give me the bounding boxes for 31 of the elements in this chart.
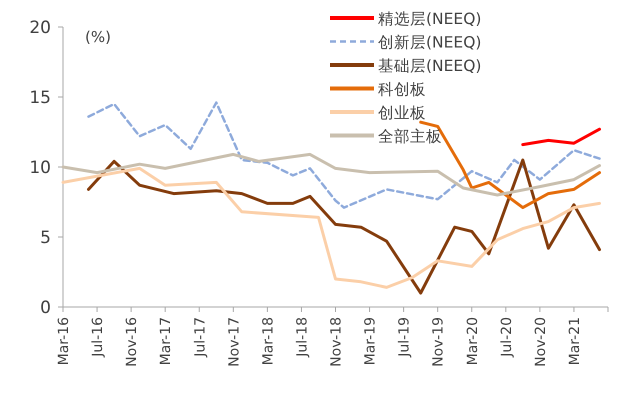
line-series <box>87 101 601 209</box>
x-tick-label: Mar-16 <box>56 316 72 366</box>
x-tick-label: Mar-19 <box>362 317 379 366</box>
legend-label: 创业板 <box>378 104 426 122</box>
y-tick-label: 20 <box>29 18 51 38</box>
x-tick-label: Nov-19 <box>430 317 447 367</box>
legend-label: 创新层(NEEQ) <box>378 34 482 52</box>
x-tick-label: Jul-16 <box>90 316 106 358</box>
legend-label: 科创板 <box>378 80 426 98</box>
x-tick-label: Mar-20 <box>464 317 481 366</box>
y-axis-title: (%) <box>85 28 111 46</box>
legend-label: 精选层(NEEQ) <box>378 10 482 28</box>
x-tick-label: Jul-19 <box>396 317 413 358</box>
y-tick-label: 10 <box>29 158 51 178</box>
legend-label: 基础层(NEEQ) <box>378 57 482 75</box>
x-tick-label: Nov-18 <box>328 317 344 367</box>
x-tick-label: Jul-17 <box>192 317 208 358</box>
x-tick-label: Jul-18 <box>294 317 310 358</box>
x-tick-label: Jul-20 <box>498 317 515 358</box>
x-tick-label: Mar-21 <box>566 317 583 366</box>
line-series <box>62 152 601 196</box>
x-tick-label: Nov-17 <box>226 317 242 367</box>
y-tick-label: 5 <box>40 228 51 248</box>
x-tick-label: Nov-20 <box>532 317 549 367</box>
x-tick-label: Nov-16 <box>124 316 140 367</box>
legend-label: 全部主板 <box>378 128 442 146</box>
line-series <box>521 128 601 146</box>
x-tick-label: Mar-17 <box>158 317 174 366</box>
y-tick-label: 0 <box>40 298 51 318</box>
y-tick-label: 15 <box>29 88 51 108</box>
x-tick-label: Mar-18 <box>260 317 276 366</box>
